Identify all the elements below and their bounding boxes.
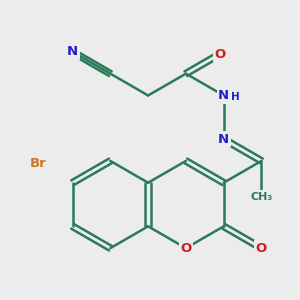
Text: H: H: [231, 92, 239, 102]
Text: CH₃: CH₃: [250, 192, 273, 202]
Text: O: O: [256, 242, 267, 255]
Text: Br: Br: [30, 157, 47, 169]
Text: N: N: [67, 45, 78, 58]
Text: O: O: [214, 47, 226, 61]
Text: O: O: [180, 242, 191, 255]
Text: N: N: [218, 133, 229, 146]
Text: N: N: [218, 89, 229, 102]
